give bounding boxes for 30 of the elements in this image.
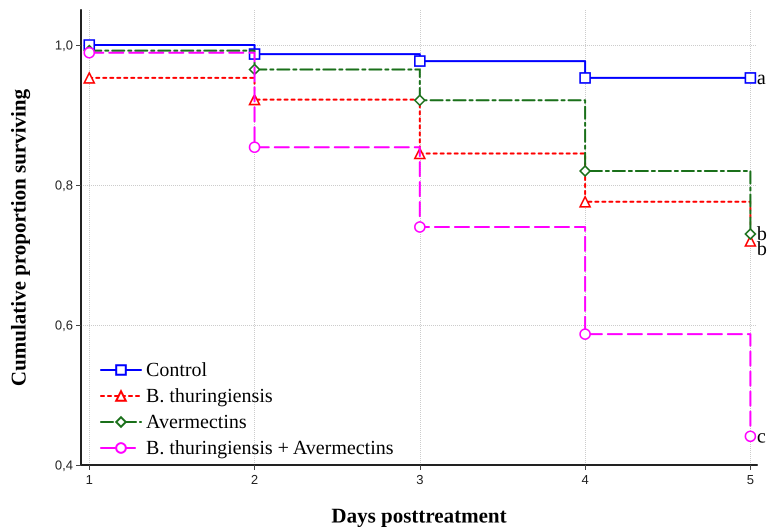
legend-label: Control	[146, 359, 208, 381]
legend-label: Avermectins	[146, 411, 247, 433]
y-tick-label: 1,0	[54, 38, 73, 52]
point	[744, 72, 756, 84]
x-axis-title: Days posttreatment	[331, 504, 507, 528]
point	[83, 46, 96, 58]
legend-label: B. thuringiensis + Avermectins	[146, 437, 394, 459]
x-tick-label: 5	[746, 472, 754, 487]
point	[744, 228, 756, 240]
point	[744, 430, 756, 442]
y-axis-title: Cumulative proportion surviving	[6, 88, 30, 386]
legend-label: B. thuringiensis	[146, 385, 273, 407]
point	[414, 221, 426, 233]
x-tick-label: 2	[250, 472, 258, 487]
annotation: c	[756, 425, 766, 448]
point	[414, 55, 426, 67]
annotation: a	[756, 66, 766, 89]
point	[83, 72, 96, 84]
point	[579, 328, 591, 340]
x-tick-label: 3	[416, 472, 424, 487]
x-tick-label: 1	[86, 472, 93, 487]
point	[579, 165, 591, 177]
y-tick-label: 0,6	[54, 318, 73, 332]
point	[579, 196, 591, 208]
y-tick-label: 0,4	[54, 458, 73, 472]
point	[579, 72, 591, 84]
point	[414, 94, 426, 106]
x-tick-label: 4	[581, 472, 589, 487]
point	[248, 141, 260, 153]
y-tick-label: 0,8	[54, 178, 73, 192]
